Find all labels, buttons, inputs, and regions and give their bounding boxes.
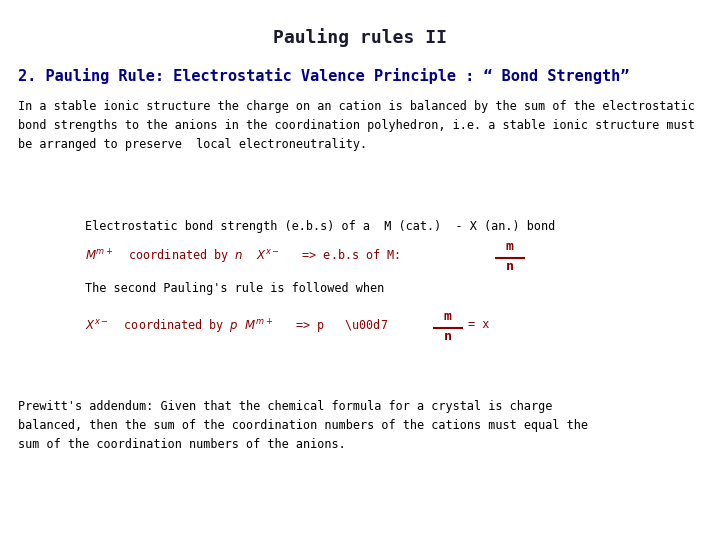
Text: Electrostatic bond strength (e.b.s) of a  M (cat.)  - X (an.) bond: Electrostatic bond strength (e.b.s) of a… [85, 220, 555, 233]
Text: Prewitt's addendum: Given that the chemical formula for a crystal is charge
bala: Prewitt's addendum: Given that the chemi… [18, 400, 588, 451]
Text: $X^{x-}$  coordinated by $p$ $M^{m+}$   => p   \u00d7: $X^{x-}$ coordinated by $p$ $M^{m+}$ => … [85, 318, 388, 336]
Text: n: n [506, 260, 514, 273]
Text: The second Pauling's rule is followed when: The second Pauling's rule is followed wh… [85, 282, 384, 295]
Text: In a stable ionic structure the charge on an cation is balanced by the sum of th: In a stable ionic structure the charge o… [18, 100, 695, 151]
Text: 2. Pauling Rule: Electrostatic Valence Principle : “ Bond Strength”: 2. Pauling Rule: Electrostatic Valence P… [18, 68, 629, 84]
Text: $M^{m+}$  coordinated by $n$  $X^{x-}$   => e.b.s of M:: $M^{m+}$ coordinated by $n$ $X^{x-}$ => … [85, 248, 400, 266]
Text: n: n [444, 330, 452, 343]
Text: m: m [506, 240, 514, 253]
Text: Pauling rules II: Pauling rules II [273, 28, 447, 47]
Text: m: m [444, 310, 452, 323]
Text: = x: = x [468, 318, 490, 331]
